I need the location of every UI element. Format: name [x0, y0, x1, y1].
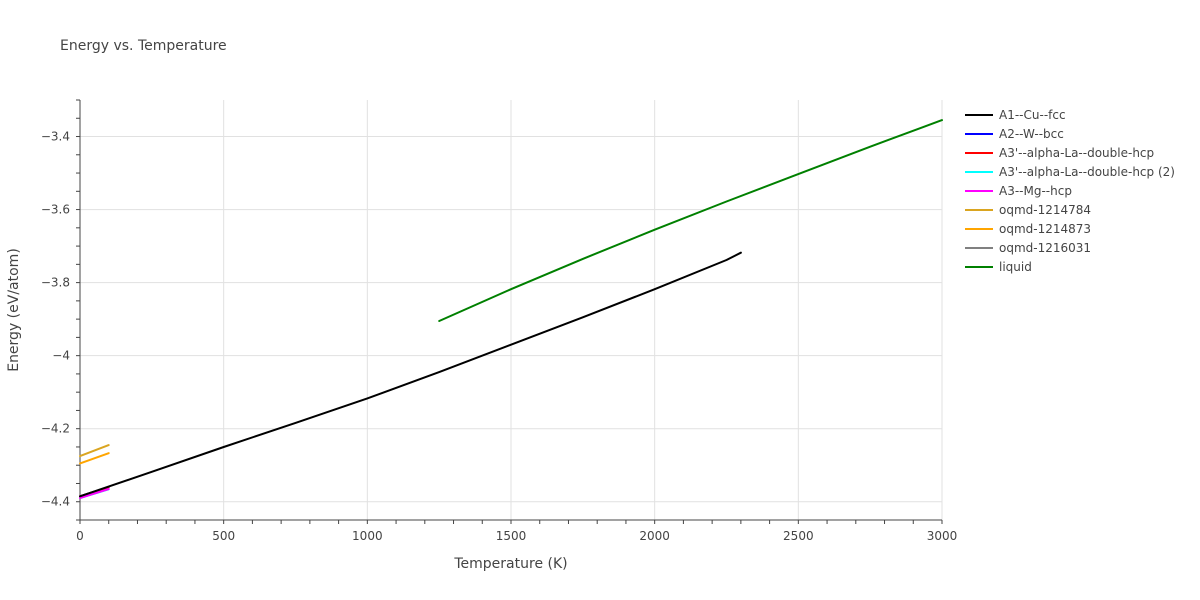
- y-tick-label: −3.8: [41, 276, 70, 290]
- x-tick-label: 2000: [639, 529, 670, 543]
- y-tick-label: −4.4: [41, 495, 70, 509]
- x-tick-label: 500: [212, 529, 235, 543]
- legend-label: liquid: [999, 260, 1032, 274]
- x-tick-label: 0: [76, 529, 84, 543]
- series-line-oqmd-1214873: [79, 452, 110, 465]
- y-tick-label: −3.6: [41, 203, 70, 217]
- legend-label: oqmd-1214873: [999, 222, 1091, 236]
- series-line-a3-mg-hcp: [79, 488, 110, 500]
- legend-item-oqmd-1214784[interactable]: oqmd-1214784: [965, 203, 1091, 217]
- series-line-a1-cu-fcc: [79, 251, 742, 498]
- legend-label: A2--W--bcc: [999, 127, 1064, 141]
- x-tick-label: 1000: [352, 529, 383, 543]
- legend-label: oqmd-1214784: [999, 203, 1091, 217]
- legend-item-a2-w-bcc[interactable]: A2--W--bcc: [965, 127, 1064, 141]
- legend[interactable]: A1--Cu--fcc A2--W--bcc A3'--alpha-La--doub…: [965, 108, 1175, 274]
- series-line-liquid: [438, 119, 943, 322]
- legend-item-a3-alpha-la-double-hcp-2-[interactable]: A3'--alpha-La--double-hcp (2): [965, 165, 1175, 179]
- y-axis-title: Energy (eV/atom): [6, 248, 22, 372]
- grid-lines: [80, 100, 943, 520]
- axes: 0 500 1000 1500 2000 2500 3000 −4.4 −4.2 −4 −3.8 −3…: [41, 99, 958, 543]
- x-tick-label: 1500: [496, 529, 527, 543]
- legend-label: A3'--alpha-La--double-hcp: [999, 146, 1154, 160]
- legend-label: A3--Mg--hcp: [999, 184, 1072, 198]
- legend-item-liquid[interactable]: liquid: [965, 260, 1032, 274]
- legend-item-a3-alpha-la-double-hcp[interactable]: A3'--alpha-La--double-hcp: [965, 146, 1154, 160]
- x-tick-label: 2500: [783, 529, 814, 543]
- legend-item-oqmd-1214873[interactable]: oqmd-1214873: [965, 222, 1091, 236]
- legend-item-a1-cu-fcc[interactable]: A1--Cu--fcc: [965, 108, 1066, 122]
- series-lines: [79, 119, 943, 500]
- series-line-oqmd-1214784: [79, 444, 110, 458]
- x-tick-label: 3000: [927, 529, 958, 543]
- y-tick-label: −4: [52, 349, 70, 363]
- x-axis-title: Temperature (K): [453, 556, 567, 572]
- legend-item-oqmd-1216031[interactable]: oqmd-1216031: [965, 241, 1091, 255]
- legend-item-a3-mg-hcp[interactable]: A3--Mg--hcp: [965, 184, 1072, 198]
- y-tick-label: −3.4: [41, 130, 70, 144]
- legend-label: A3'--alpha-La--double-hcp (2): [999, 165, 1175, 179]
- chart-title: Energy vs. Temperature: [60, 38, 227, 54]
- y-tick-label: −4.2: [41, 422, 70, 436]
- legend-label: oqmd-1216031: [999, 241, 1091, 255]
- legend-label: A1--Cu--fcc: [999, 108, 1066, 122]
